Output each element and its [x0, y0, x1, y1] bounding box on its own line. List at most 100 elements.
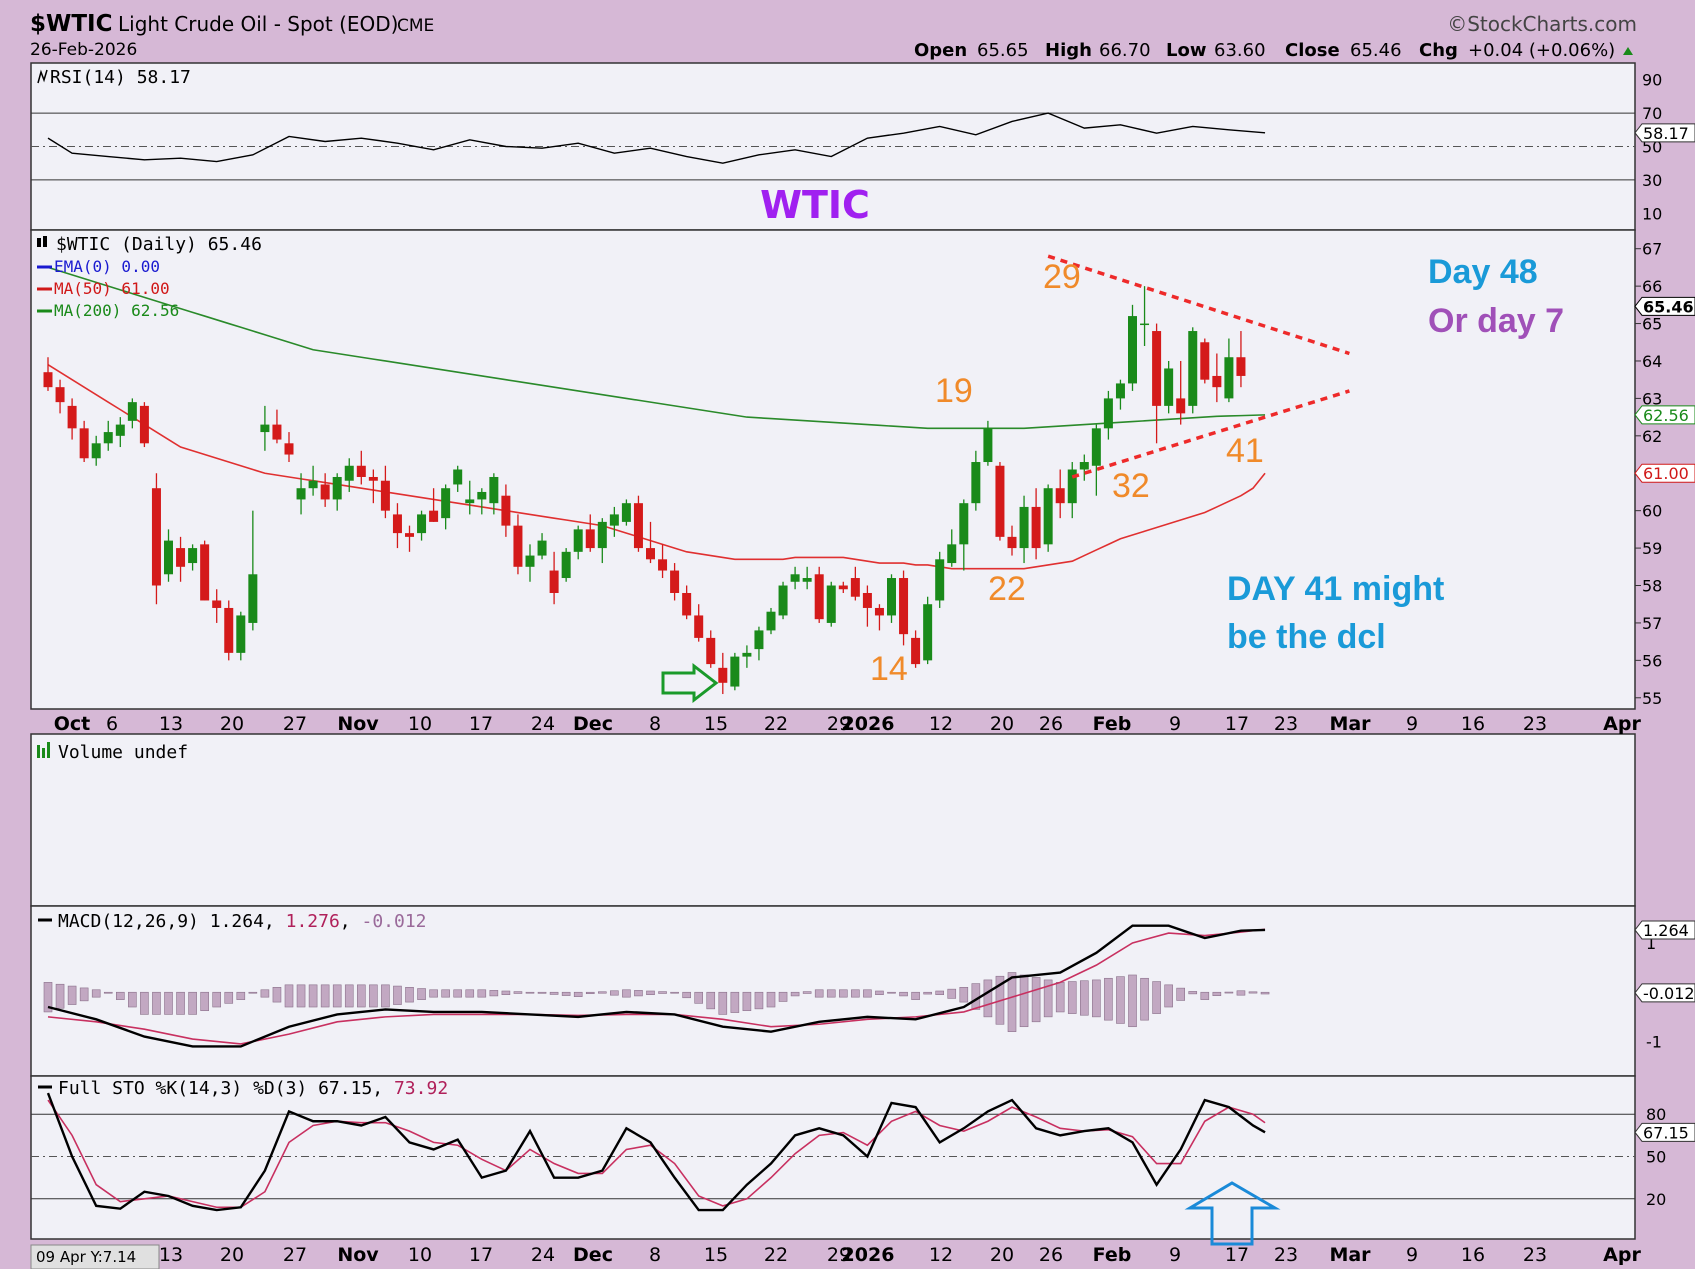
x-axis-label: 23: [1274, 713, 1298, 735]
candle-body: [1055, 488, 1065, 504]
candle-body: [947, 544, 957, 564]
x-axis-bottom-label: 23: [1274, 1244, 1298, 1266]
candle-body: [115, 424, 125, 436]
macd-legend-name: MACD(12,26,9): [58, 911, 199, 932]
price-value-tag: [1634, 463, 1695, 483]
x-axis-label: 9: [1169, 713, 1181, 735]
annotation-label: Day 48: [1428, 253, 1538, 291]
candle-body: [1164, 368, 1174, 406]
rsi-line: [47, 112, 1266, 164]
candle-body: [1224, 357, 1234, 399]
candle-body: [549, 570, 559, 593]
candle-body: [682, 592, 692, 616]
candle-body: [814, 574, 824, 620]
macd-histogram-bar: [308, 984, 318, 1008]
high-label: High: [1045, 40, 1092, 61]
chart-date: 26-Feb-2026: [30, 40, 137, 60]
candle-body: [248, 574, 258, 623]
macd-histogram-bar: [1224, 991, 1234, 994]
x-axis-label: 8: [649, 713, 661, 735]
sto-value-tag-label: 67.15: [1643, 1123, 1689, 1142]
macd-histogram-bar: [1164, 984, 1173, 1008]
candle-body: [284, 443, 294, 455]
macd-histogram-bar: [682, 991, 691, 999]
annotation-label: DAY 41 might: [1227, 570, 1444, 608]
annotation-label: 14: [870, 650, 908, 688]
candle-body: [862, 592, 872, 608]
low-label: Low: [1166, 40, 1206, 61]
x-axis-bottom-label: 17: [1225, 1244, 1249, 1266]
macd-histogram-bar: [778, 991, 788, 1002]
macd-histogram-bar: [212, 991, 221, 1008]
macd-histogram-bar: [272, 987, 282, 1003]
up-arrow-icon: [1623, 47, 1633, 55]
x-axis-label: 9: [1406, 713, 1418, 735]
annotation-label: 41: [1226, 432, 1264, 470]
x-axis-label: 26: [1039, 713, 1063, 735]
x-axis-label: 13: [159, 713, 183, 735]
macd-histogram-bar: [790, 991, 800, 997]
candle-body: [296, 488, 306, 500]
sto-legend-d: 73.92: [394, 1078, 448, 1099]
macd-histogram-bar: [1260, 991, 1270, 995]
line-chart-icon: [37, 69, 48, 84]
candle-body: [91, 443, 101, 459]
candle-body: [1103, 398, 1113, 429]
candle-body: [465, 499, 475, 504]
candle-body: [971, 462, 981, 504]
open-value: 65.65: [977, 40, 1029, 61]
macd-histogram-bar: [537, 991, 547, 994]
macd-histogram-bar: [1248, 991, 1258, 994]
candle-body: [995, 465, 1005, 537]
candle-body: [609, 514, 619, 526]
candle-body: [320, 484, 330, 500]
macd-histogram-bar: [43, 982, 53, 1013]
cursor-readout: 09 Apr Y:7.14: [36, 1248, 136, 1266]
macd-histogram-bar: [742, 991, 752, 1012]
macd-histogram-bar: [863, 989, 872, 998]
price-value-tag-label: 61.00: [1643, 464, 1689, 483]
price-legend-entry: EMA(0) 0.00: [54, 257, 160, 276]
volume-panel: [30, 733, 1636, 907]
x-axis-label: Nov: [337, 713, 379, 735]
x-axis-label: 2026: [842, 713, 895, 735]
macd-histogram-bar: [525, 991, 535, 994]
macd-histogram-bar: [658, 991, 667, 994]
price-tick-label: 56: [1642, 651, 1662, 670]
candle-body: [899, 578, 909, 635]
macd-histogram-bar: [1067, 981, 1077, 1014]
candle-body: [392, 514, 402, 534]
symbol-label: $WTIC: [30, 11, 113, 37]
blue-up-arrow-icon: [1184, 1181, 1281, 1246]
candle-body: [224, 607, 234, 653]
candle-body: [561, 551, 571, 579]
candle-body: [850, 578, 860, 597]
macd-histogram-bar: [1236, 990, 1246, 996]
annotation-label: 32: [1112, 467, 1150, 505]
x-axis-label: 20: [220, 713, 244, 735]
price-tick-label: 67: [1642, 240, 1662, 259]
candle-body: [164, 540, 173, 575]
x-axis-label: Mar: [1329, 713, 1371, 735]
x-axis-label: 17: [469, 713, 493, 735]
candle-body: [874, 607, 884, 616]
candle-body: [332, 476, 342, 500]
macd-histogram-bar: [1140, 977, 1149, 1021]
candle-body: [1200, 342, 1210, 380]
candle-body: [260, 424, 270, 433]
x-axis-bottom-label: Feb: [1093, 1244, 1132, 1266]
x-axis-label: 17: [1225, 713, 1249, 735]
macd-value-tag-label: -0.012: [1643, 984, 1695, 1003]
price-value-tag-label: 62.56: [1643, 406, 1689, 425]
price-tick-label: 66: [1642, 277, 1662, 296]
macd-histogram-bar: [67, 985, 77, 1005]
macd-histogram-bar: [1043, 979, 1053, 1018]
macd-histogram-bar: [369, 984, 378, 1008]
candle-body: [573, 529, 583, 552]
candle-body: [308, 480, 318, 489]
x-axis-label: 24: [531, 713, 555, 735]
x-axis-bottom-label: 29: [827, 1244, 851, 1266]
candle-body: [959, 503, 969, 545]
rsi-tick-label: 10: [1642, 204, 1662, 223]
candle-body: [405, 533, 414, 537]
